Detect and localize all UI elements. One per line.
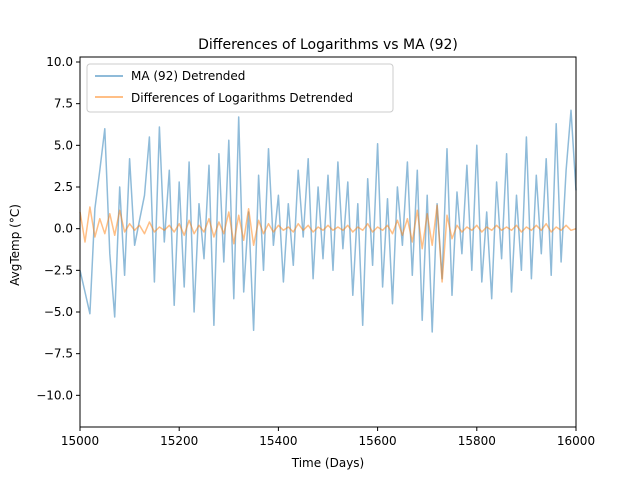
x-tick-label: 15400 (259, 434, 297, 448)
x-tick-label: 15800 (458, 434, 496, 448)
x-tick-label: 15000 (61, 434, 99, 448)
y-tick-label: 7.5 (54, 97, 73, 111)
y-tick-label: −5.0 (44, 305, 73, 319)
y-tick-label: 2.5 (54, 180, 73, 194)
legend-box (86, 63, 394, 113)
series-line-0 (79, 109, 577, 333)
x-axis-label: Time (Days) (291, 456, 365, 470)
y-tick-label: −10.0 (36, 388, 73, 402)
y-tick-label: 5.0 (54, 138, 73, 152)
x-tick-label: 16000 (557, 434, 595, 448)
x-tick-label: 15200 (160, 434, 198, 448)
axes: 15000 15200 15400 15600 15800 16000 −10.0 −7.5 −… (36, 55, 595, 448)
y-tick-label: −7.5 (44, 347, 73, 361)
series-line-1 (79, 204, 577, 283)
legend-label-difflog: Differences of Logarithms Detrended (131, 91, 353, 105)
axes-frame (79, 56, 577, 428)
x-tick-label: 15600 (359, 434, 397, 448)
y-axis-label: AvgTemp (°C) (8, 204, 22, 286)
plot-area (79, 109, 577, 333)
y-tick-label: 10.0 (46, 55, 73, 69)
y-tick-label: 0.0 (54, 222, 73, 236)
legend-label-ma: MA (92) Detrended (131, 69, 245, 83)
legend: MA (92) Detrended Differences of Logarit… (86, 63, 394, 113)
y-tick-label: −2.5 (44, 263, 73, 277)
chart-title: Differences of Logarithms vs MA (92) (198, 37, 458, 53)
